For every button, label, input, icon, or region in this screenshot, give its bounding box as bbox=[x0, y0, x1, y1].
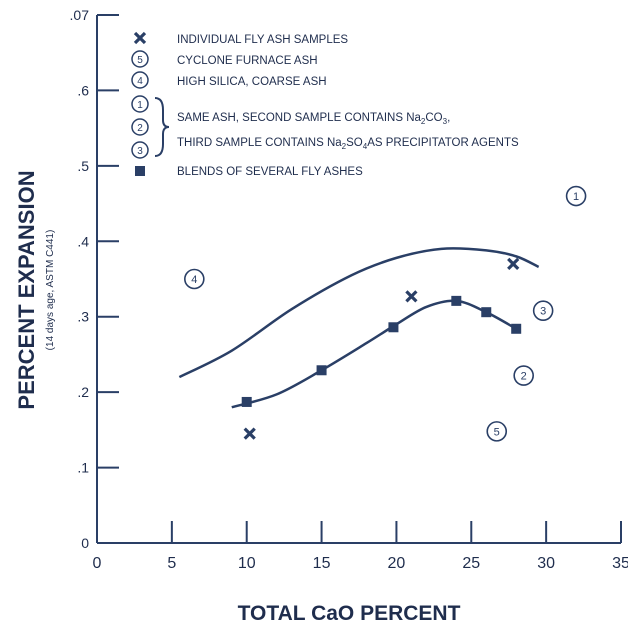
legend-same-ash-1-end: CO bbox=[425, 112, 442, 124]
legend-circle-marker: 5 bbox=[131, 50, 149, 68]
x-tick-label: 20 bbox=[388, 555, 406, 572]
numbered-sample-point bbox=[486, 421, 508, 442]
numbered-sample-point bbox=[532, 300, 554, 321]
numbered-sample-label: 3 bbox=[540, 306, 546, 318]
numbered-sample-point bbox=[184, 268, 205, 290]
legend-brace bbox=[154, 97, 170, 157]
axes-group: 0.1.2.3.4.5.6.070 5 10 15 20 25 30 35 bbox=[70, 7, 628, 572]
legend-label-cyclone: CYCLONE FURNACE ASH bbox=[177, 55, 318, 67]
legend-x-marker bbox=[133, 31, 147, 45]
legend-same-ash-2-end: AS PRECIPITATOR AGENTS bbox=[367, 137, 519, 149]
legend-same-ash-1-text: SAME ASH, SECOND SAMPLE CONTAINS Na bbox=[177, 112, 422, 124]
legend-circle-digit: 1 bbox=[137, 100, 143, 111]
legend-circle-digit: 4 bbox=[137, 76, 143, 87]
y-tick-label: .2 bbox=[77, 384, 89, 400]
x-tick-label: 25 bbox=[462, 555, 480, 572]
legend-circle-marker: 4 bbox=[131, 71, 149, 89]
legend-label-fly-ash: INDIVIDUAL FLY ASH SAMPLES bbox=[177, 34, 348, 46]
blend-point bbox=[451, 295, 462, 306]
numbered-sample-label: 5 bbox=[494, 426, 500, 438]
y-tick-label: .6 bbox=[77, 82, 89, 98]
x-tick-label: 5 bbox=[167, 555, 176, 572]
y-axis-label: PERCENT EXPANSION bbox=[14, 170, 39, 409]
trend-curve-1 bbox=[178, 247, 540, 379]
y-axis-sublabel: (14 days age, ASTM C441) bbox=[45, 230, 56, 351]
legend-same-ash-2-sub: 2 bbox=[342, 142, 347, 151]
x-tick-label: 0 bbox=[93, 555, 102, 572]
legend-label-blends: BLENDS OF SEVERAL FLY ASHES bbox=[177, 166, 363, 178]
legend-label-same-ash-2: THIRD SAMPLE CONTAINS Na2SO4AS PRECIPITA… bbox=[177, 137, 519, 151]
x-tick-label: 15 bbox=[313, 555, 331, 572]
y-tick-label: .3 bbox=[77, 309, 89, 325]
legend-same-ash-2-text: THIRD SAMPLE CONTAINS Na bbox=[177, 137, 342, 149]
numbered-sample-point bbox=[513, 365, 534, 386]
legend-square-marker bbox=[135, 166, 145, 176]
legend-same-ash-2-sub2: 4 bbox=[363, 142, 368, 151]
y-tick-label: .07 bbox=[70, 7, 90, 23]
legend-circle-digit: 3 bbox=[137, 146, 143, 157]
blend-point bbox=[511, 323, 522, 334]
legend-same-ash-1-sub: 2 bbox=[421, 117, 426, 126]
legend-same-ash-2-mid: SO bbox=[346, 137, 363, 149]
x-tick-label: 30 bbox=[537, 555, 555, 572]
trend-curve-2 bbox=[231, 299, 517, 409]
fly-ash-point bbox=[243, 427, 256, 440]
fly-ash-point bbox=[405, 290, 418, 303]
legend: INDIVIDUAL FLY ASH SAMPLES 5 CYCLONE FUR… bbox=[131, 31, 519, 178]
legend-circle-digit: 5 bbox=[137, 55, 143, 66]
legend-circle-marker: 3 bbox=[131, 141, 149, 159]
x-tick-label: 35 bbox=[612, 555, 628, 572]
legend-circle-marker: 1 bbox=[131, 95, 149, 113]
legend-label-high-silica: HIGH SILICA, COARSE ASH bbox=[177, 76, 327, 88]
numbered-sample-label: 4 bbox=[191, 274, 197, 286]
legend-label-same-ash-1: SAME ASH, SECOND SAMPLE CONTAINS Na2CO3, bbox=[177, 112, 450, 126]
legend-circle-marker: 2 bbox=[131, 118, 149, 136]
x-tick-label: 10 bbox=[238, 555, 256, 572]
legend-same-ash-1-tail: , bbox=[447, 112, 450, 124]
legend-circle-digit: 2 bbox=[137, 123, 143, 134]
numbered-sample-point bbox=[565, 185, 587, 207]
marks-group: 5 4 1 2 3 bbox=[178, 185, 587, 442]
y-tick-label: .4 bbox=[77, 233, 89, 249]
y-tick-label: .1 bbox=[77, 460, 89, 476]
y-tick-label: 0 bbox=[81, 535, 89, 551]
legend-same-ash-1-sub2: 3 bbox=[443, 117, 448, 126]
blend-point bbox=[388, 322, 399, 333]
blend-point bbox=[316, 365, 327, 376]
fly-ash-point bbox=[507, 257, 520, 271]
numbered-sample-label: 1 bbox=[573, 191, 579, 203]
blend-point bbox=[481, 307, 492, 318]
blend-point bbox=[241, 396, 252, 407]
numbered-sample-label: 2 bbox=[521, 371, 527, 383]
x-axis-label: TOTAL CaO PERCENT bbox=[238, 602, 461, 623]
y-tick-label: .5 bbox=[77, 158, 89, 174]
